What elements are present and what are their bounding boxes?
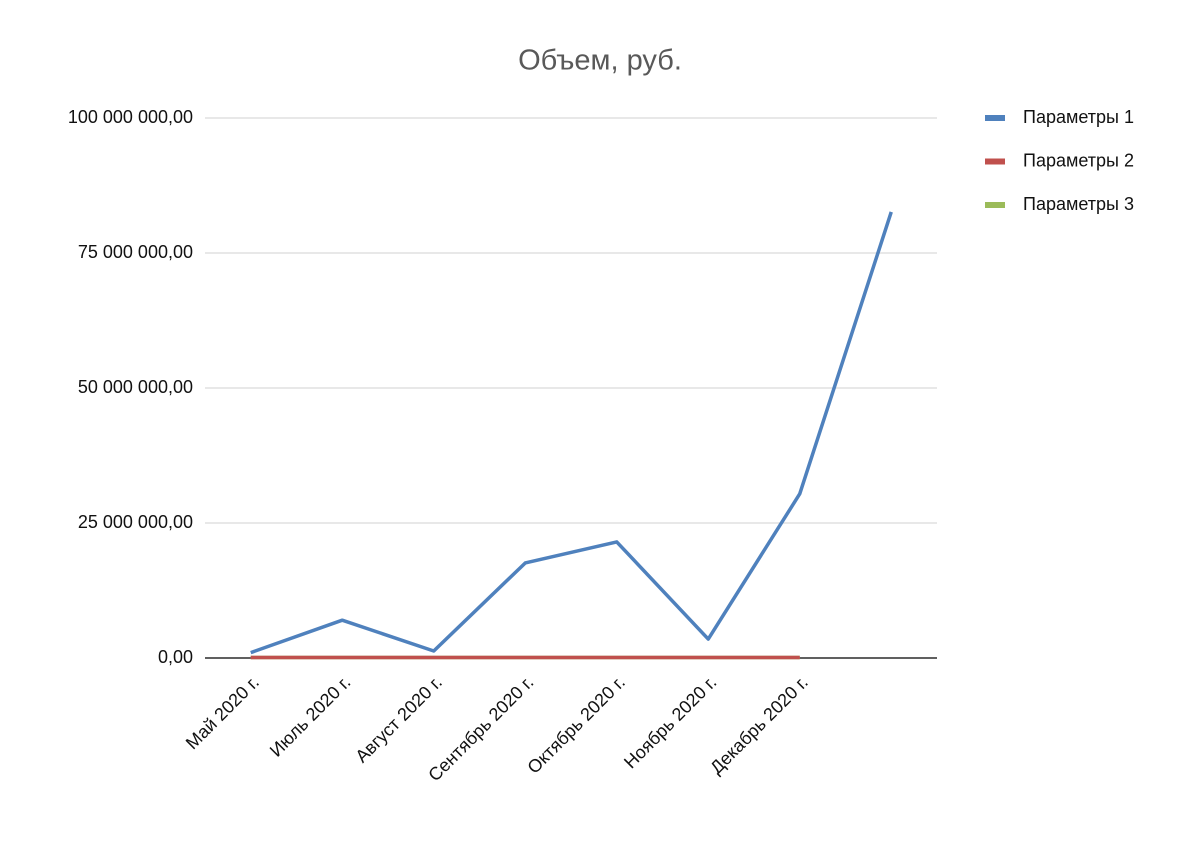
legend-label: Параметры 3 [1023, 194, 1134, 214]
x-tick-label: Октябрь 2020 г. [523, 672, 628, 777]
legend-swatch [985, 202, 1005, 208]
chart-title: Объем, руб. [518, 45, 682, 77]
series-line [250, 211, 893, 655]
legend-swatch [985, 158, 1005, 165]
y-tick-label: 25 000 000,00 [78, 512, 193, 532]
y-tick-label: 100 000 000,00 [68, 107, 193, 127]
legend-label: Параметры 1 [1023, 107, 1134, 127]
y-tick-label: 50 000 000,00 [78, 377, 193, 397]
y-tick-label: 75 000 000,00 [78, 242, 193, 262]
y-tick-label: 0,00 [158, 647, 193, 667]
legend-label: Параметры 2 [1023, 150, 1134, 170]
legend-swatch [985, 115, 1005, 121]
x-tick-label: Май 2020 г. [182, 672, 263, 753]
x-tick-label: Август 2020 г. [351, 672, 445, 766]
x-tick-label: Ноябрь 2020 г. [620, 672, 720, 772]
x-tick-label: Июль 2020 г. [266, 672, 355, 761]
x-tick-label: Декабрь 2020 г. [706, 672, 812, 778]
